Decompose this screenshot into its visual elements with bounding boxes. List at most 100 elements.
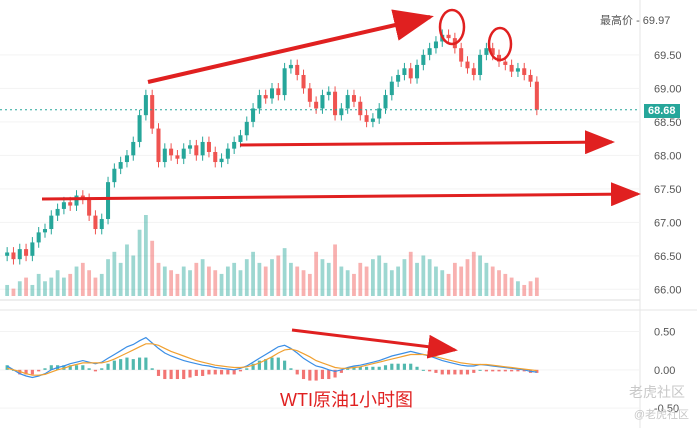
- candle-body: [251, 108, 256, 122]
- macd-histogram-bar: [251, 363, 255, 370]
- peak-circle-1: [438, 8, 466, 46]
- macd-histogram-bar: [62, 365, 66, 370]
- candle-body: [522, 68, 527, 75]
- candle-body: [225, 148, 230, 159]
- candle-body: [87, 198, 92, 216]
- macd-histogram-bar: [421, 369, 425, 371]
- candle-body: [503, 61, 508, 65]
- macd-histogram-bar: [358, 366, 362, 370]
- candle-body: [427, 48, 432, 55]
- volume-bar: [36, 273, 41, 296]
- candle-body: [17, 249, 22, 260]
- macd-histogram-bar: [68, 365, 72, 370]
- macd-histogram-bar: [163, 369, 167, 380]
- macd-histogram-bar: [365, 366, 369, 370]
- volume-bar: [383, 262, 388, 296]
- macd-histogram-bar: [219, 369, 224, 375]
- candle-body: [238, 135, 243, 142]
- volume-bar: [314, 251, 319, 296]
- support-arrow-upper: [239, 130, 615, 155]
- volume-bar: [43, 281, 47, 296]
- candle-body: [509, 64, 514, 72]
- volume-bar: [232, 262, 237, 296]
- macd-histogram-bar: [131, 359, 135, 370]
- volume-bar: [408, 251, 413, 296]
- macd-histogram-bar: [213, 369, 217, 375]
- volume-bar: [534, 277, 539, 296]
- volume-bar: [175, 273, 180, 296]
- volume-bar: [282, 248, 287, 296]
- candle-body: [282, 68, 287, 96]
- volume-bar: [118, 262, 123, 296]
- macd-histogram-bar: [24, 369, 28, 375]
- volume-bar: [24, 277, 28, 296]
- volume-bar: [396, 266, 401, 296]
- volume-bar: [112, 251, 117, 296]
- candle-body: [301, 74, 306, 89]
- volume-bar: [522, 284, 527, 296]
- candle-body: [112, 168, 117, 183]
- macd-histogram-bar: [516, 369, 520, 372]
- price-tick-label: 68.50: [654, 117, 682, 129]
- volume-bar: [93, 277, 98, 296]
- candle-body: [232, 141, 237, 149]
- candle-body: [263, 95, 268, 99]
- macd-histogram-bar: [156, 369, 161, 376]
- volume-bar: [270, 259, 274, 296]
- candle-body: [175, 155, 180, 159]
- candle-body: [370, 118, 375, 122]
- macd-histogram-bar: [18, 369, 22, 375]
- candle-body: [339, 108, 344, 116]
- macd-histogram-bar: [339, 369, 343, 373]
- volume-bar: [452, 262, 457, 296]
- candle-body: [131, 141, 136, 156]
- candle-body: [326, 91, 331, 96]
- volume-bar: [99, 273, 104, 296]
- candle-body: [55, 208, 60, 216]
- volume-bar: [465, 259, 470, 296]
- candle-body: [5, 252, 10, 256]
- macd-histogram-bar: [333, 369, 337, 378]
- candle-body: [213, 152, 218, 163]
- price-tick-label: 66.00: [654, 284, 682, 296]
- candle-body: [11, 252, 16, 260]
- volume-bar: [188, 270, 192, 296]
- candle-body: [396, 74, 401, 82]
- macd-tick-label: 0.50: [654, 327, 675, 339]
- macd-histogram-bar: [100, 368, 104, 370]
- volume-bar: [528, 281, 533, 296]
- candle-body: [383, 95, 388, 109]
- macd-histogram-bar: [415, 366, 419, 370]
- volume-bar: [415, 262, 419, 296]
- candle-body: [345, 95, 350, 109]
- macd-histogram-bar: [352, 366, 356, 370]
- candle-body: [528, 74, 533, 82]
- candle-body: [200, 141, 205, 156]
- volume-bar: [471, 251, 476, 296]
- candle-body: [206, 141, 211, 152]
- volume-bar: [345, 270, 350, 296]
- volume-bar: [295, 266, 300, 296]
- macd-histogram-bar: [112, 360, 116, 370]
- volume-bar: [389, 270, 394, 296]
- volume-bar: [503, 273, 508, 296]
- macd-histogram-bar: [257, 360, 261, 370]
- volume-bar: [371, 259, 375, 296]
- volume-bar: [74, 266, 79, 296]
- volume-bar: [257, 262, 262, 296]
- candle-body: [24, 249, 29, 256]
- candle-body: [415, 64, 420, 79]
- candle-body: [36, 232, 41, 243]
- macd-histogram-bar: [264, 359, 268, 370]
- volume-bar: [251, 251, 255, 296]
- candle-body: [295, 64, 300, 75]
- macd-histogram-bar: [93, 369, 98, 372]
- macd-histogram-bar: [510, 369, 514, 372]
- macd-histogram-bar: [453, 369, 457, 375]
- volume-bar: [213, 270, 218, 296]
- volume-bar: [490, 266, 495, 296]
- candle-body: [143, 95, 148, 116]
- watermark-sub: @老虎社区: [633, 409, 689, 421]
- macd-histogram-bar: [87, 368, 91, 370]
- volume-bar: [137, 229, 142, 296]
